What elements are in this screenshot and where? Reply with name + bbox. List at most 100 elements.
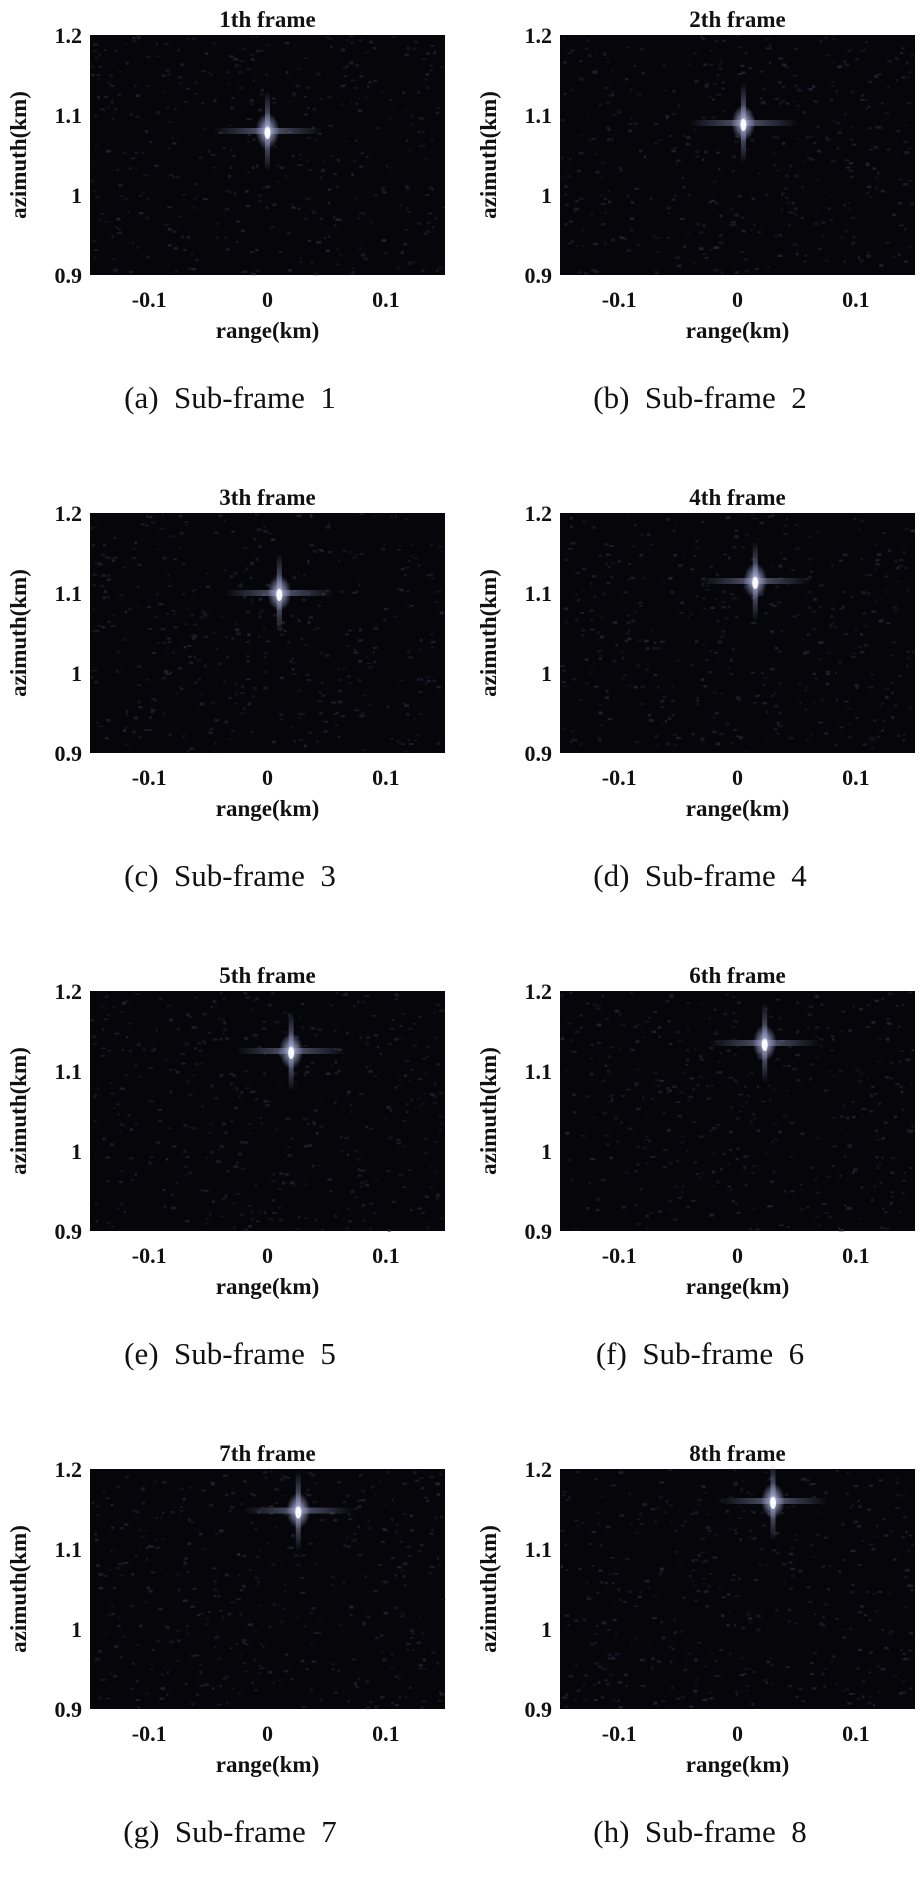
y-tick-label: 1.2 xyxy=(55,501,83,526)
y-axis-label: azimuth(km) xyxy=(476,1047,501,1175)
y-tick-label: 1 xyxy=(71,183,82,208)
target-point xyxy=(718,1461,828,1541)
speckle-noise xyxy=(90,991,445,1232)
y-axis-label: azimuth(km) xyxy=(476,91,501,219)
figure: 1th frame 0.9 1 1.1 1.2 -0.1 0 0.1 range(km) azim… xyxy=(0,7,920,1849)
subplot-title: 5th frame xyxy=(219,963,315,988)
y-tick-label: 1 xyxy=(71,1617,82,1642)
subplot-svg: 7th frame 0.9 1 1.1 1.2 -0.1 0 0.1 range(km) azim… xyxy=(6,1441,446,1777)
x-axis-label: range(km) xyxy=(216,796,319,821)
y-tick-label: 1.1 xyxy=(525,1537,553,1562)
y-tick-label: 1.2 xyxy=(525,501,553,526)
x-tick-label: 0 xyxy=(262,765,273,790)
x-axis-label: range(km) xyxy=(686,1752,789,1777)
x-tick-label: -0.1 xyxy=(602,765,637,790)
target-point xyxy=(212,91,323,171)
image-area xyxy=(560,513,915,753)
y-axis-label: azimuth(km) xyxy=(476,569,501,697)
x-axis-label: range(km) xyxy=(686,1274,789,1299)
subplot-4: 4th frame 0.9 1 1.1 1.2 -0.1 0 0.1 range(km) azim… xyxy=(470,478,920,942)
subfigure-caption: (c) Sub-frame 3 xyxy=(124,858,336,893)
target-point xyxy=(243,1470,354,1551)
subplot-title: 6th frame xyxy=(689,963,785,988)
image-area xyxy=(90,991,445,1231)
x-axis-label: range(km) xyxy=(216,318,319,343)
speckle-noise xyxy=(92,1470,446,1710)
speckle-noise xyxy=(560,991,915,1232)
x-tick-label: 0 xyxy=(732,1721,743,1746)
subplot-svg: 8th frame 0.9 1 1.1 1.2 -0.1 0 0.1 range(km) azim… xyxy=(476,1441,915,1777)
target-point xyxy=(224,553,335,633)
y-tick-label: 1.1 xyxy=(55,103,83,128)
subplot-title: 2th frame xyxy=(689,7,785,32)
y-tick-label: 0.9 xyxy=(55,1697,83,1722)
x-tick-label: -0.1 xyxy=(132,765,167,790)
x-tick-label: 0 xyxy=(732,1243,743,1268)
target-point xyxy=(236,1011,347,1091)
image-area xyxy=(560,991,915,1231)
x-tick-label: -0.1 xyxy=(602,1721,637,1746)
subfigure-caption: (g) Sub-frame 7 xyxy=(123,1814,337,1849)
speckle-noise xyxy=(90,35,445,276)
x-tick-label: 0 xyxy=(732,287,743,312)
x-tick-label: 0.1 xyxy=(372,1243,400,1268)
y-axis-label: azimuth(km) xyxy=(476,1525,501,1653)
y-tick-label: 1 xyxy=(71,1139,82,1164)
y-tick-label: 1.2 xyxy=(55,23,83,48)
speckle-noise xyxy=(560,35,915,275)
y-tick-label: 1 xyxy=(541,1617,552,1642)
y-axis-label: azimuth(km) xyxy=(6,569,31,697)
subfigure-caption: (a) Sub-frame 1 xyxy=(124,380,336,415)
x-axis-label: range(km) xyxy=(216,1752,319,1777)
subplot-7: 7th frame 0.9 1 1.1 1.2 -0.1 0 0.1 range(km) azim… xyxy=(0,1434,460,1898)
y-tick-label: 1.1 xyxy=(55,1059,83,1084)
subplot-svg: 5th frame 0.9 1 1.1 1.2 -0.1 0 0.1 range(km) azim… xyxy=(6,963,445,1299)
subplot-svg: 6th frame 0.9 1 1.1 1.2 -0.1 0 0.1 range(km) azim… xyxy=(476,963,915,1299)
subplot-title: 1th frame xyxy=(219,7,315,32)
x-tick-label: -0.1 xyxy=(132,1721,167,1746)
x-tick-label: 0.1 xyxy=(842,765,870,790)
y-tick-label: 0.9 xyxy=(55,1219,83,1244)
x-tick-label: 0 xyxy=(262,1243,273,1268)
target-point xyxy=(700,541,811,621)
subplot-title: 4th frame xyxy=(689,485,785,510)
subfigure-caption: (f) Sub-frame 6 xyxy=(595,1336,805,1371)
x-tick-label: 0 xyxy=(262,287,273,312)
x-tick-label: 0.1 xyxy=(842,287,870,312)
y-tick-label: 1 xyxy=(541,183,552,208)
x-tick-label: -0.1 xyxy=(602,287,637,312)
speckle-noise xyxy=(560,1469,914,1709)
image-area xyxy=(560,1469,915,1709)
subplot-6: 6th frame 0.9 1 1.1 1.2 -0.1 0 0.1 range(km) azim… xyxy=(470,956,920,1420)
target-point xyxy=(688,83,799,163)
y-tick-label: 0.9 xyxy=(55,741,83,766)
subfigure-caption: (d) Sub-frame 4 xyxy=(593,858,807,893)
image-area xyxy=(90,1469,445,1709)
x-tick-label: 0.1 xyxy=(372,1721,400,1746)
subplot-5: 5th frame 0.9 1 1.1 1.2 -0.1 0 0.1 range(km) azim… xyxy=(0,956,460,1420)
y-tick-label: 1 xyxy=(71,661,82,686)
x-axis-label: range(km) xyxy=(216,1274,319,1299)
x-tick-label: -0.1 xyxy=(132,287,167,312)
x-tick-label: 0.1 xyxy=(372,765,400,790)
y-tick-label: 0.9 xyxy=(525,263,553,288)
y-tick-label: 1.1 xyxy=(55,581,83,606)
y-tick-label: 0.9 xyxy=(525,741,553,766)
subplot-svg: 1th frame 0.9 1 1.1 1.2 -0.1 0 0.1 range(km) azim… xyxy=(6,7,445,343)
x-axis-label: range(km) xyxy=(686,318,789,343)
subfigure-caption: (h) Sub-frame 8 xyxy=(593,1814,807,1849)
subplot-svg: 4th frame 0.9 1 1.1 1.2 -0.1 0 0.1 range(km) azim… xyxy=(476,485,915,821)
subplot-3: 3th frame 0.9 1 1.1 1.2 -0.1 0 0.1 range(km) azim… xyxy=(0,478,460,942)
y-tick-label: 1.2 xyxy=(525,23,553,48)
x-tick-label: 0.1 xyxy=(842,1721,870,1746)
y-tick-label: 1.2 xyxy=(55,1457,83,1482)
subfigure-caption: (e) Sub-frame 5 xyxy=(124,1336,336,1371)
x-tick-label: 0.1 xyxy=(842,1243,870,1268)
y-tick-label: 1.2 xyxy=(55,979,83,1004)
x-tick-label: 0 xyxy=(732,765,743,790)
subplot-svg: 2th frame 0.9 1 1.1 1.2 -0.1 0 0.1 range(km) azim… xyxy=(476,7,915,343)
y-axis-label: azimuth(km) xyxy=(6,91,31,219)
image-area xyxy=(90,513,445,753)
y-tick-label: 0.9 xyxy=(525,1697,553,1722)
y-tick-label: 0.9 xyxy=(525,1219,553,1244)
